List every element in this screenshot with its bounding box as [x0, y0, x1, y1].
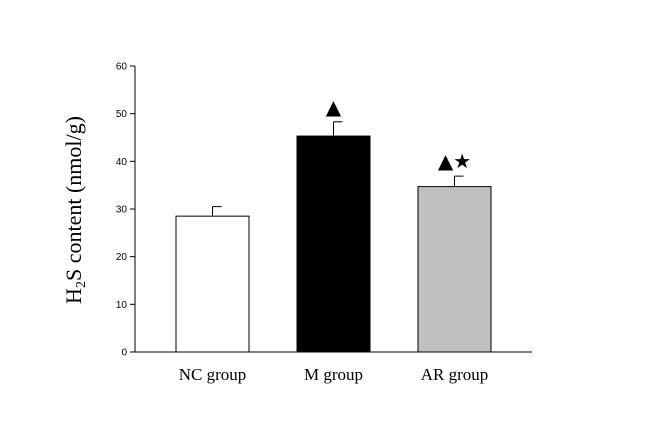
category-label-m-group: M group [304, 365, 363, 384]
y-tick-label: 60 [116, 62, 128, 73]
y-tick-label: 30 [116, 205, 128, 216]
y-tick-label: 40 [116, 157, 128, 168]
bar-nc-group [175, 215, 250, 353]
y-tick-label: 20 [116, 252, 128, 263]
category-label-nc-group: NC group [179, 365, 247, 384]
y-ticks: 0 10 20 30 40 50 60 [116, 62, 135, 359]
category-label-ar-group: AR group [421, 365, 489, 384]
y-tick-label: 10 [116, 300, 128, 311]
significance-marker-ar-group: ▲★ [438, 149, 471, 173]
significance-marker-m-group: ▲ [326, 95, 342, 119]
bars [175, 121, 492, 353]
y-axis-label-rest: S content (nmol/g) [61, 116, 86, 281]
bar-ar-group [417, 186, 492, 353]
y-axis-label-main: H [61, 288, 86, 304]
y-tick-label: 0 [121, 348, 127, 359]
y-axis-label-sub: 2 [74, 281, 89, 288]
bar-m-group [296, 135, 371, 353]
y-tick-label: 50 [116, 109, 128, 120]
annotations: ▲ ▲★ [326, 95, 471, 173]
y-axis-label: H2S content (nmol/g) [61, 116, 89, 304]
category-labels: NC group M group AR group [179, 365, 489, 384]
